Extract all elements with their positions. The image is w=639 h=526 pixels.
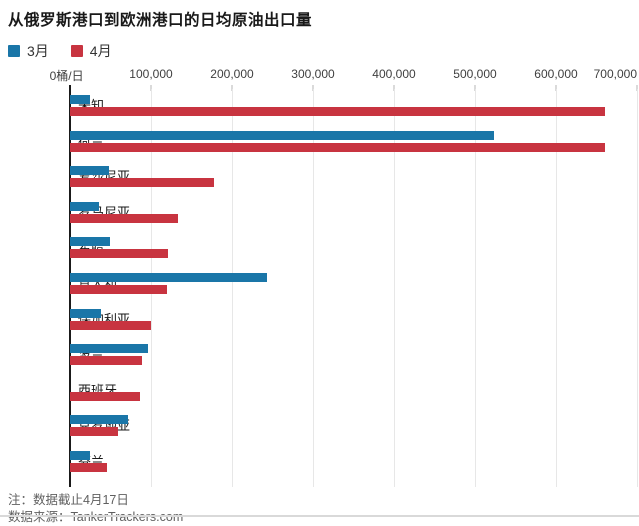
axis-tick-label: 700,000: [593, 67, 637, 81]
axis-zero-label: 0桶/日: [49, 69, 84, 83]
bar-april: [70, 178, 214, 188]
gridline: [313, 89, 314, 487]
gridline: [475, 89, 476, 487]
legend-label-april: 4月: [89, 43, 112, 59]
axis-tick-mark: [231, 85, 233, 91]
bar-march: [70, 344, 149, 354]
march-color-swatch: [8, 45, 20, 57]
bar-group: [70, 166, 639, 202]
axis-tick-label: 600,000: [534, 67, 578, 81]
bar-row: 克罗地亚: [70, 415, 639, 451]
bar-april: [70, 391, 140, 401]
bar-rows: 未知 荷兰 爱沙尼亚 罗马尼亚 希腊 意大利 保加利亚 波兰 西班牙 克罗地亚 芬兰: [70, 89, 639, 487]
bar-group: [70, 415, 639, 451]
x-axis: 0桶/日 100,000 200,000 300,000 400,000 500,000 6…: [50, 67, 638, 91]
axis-tick-label: 500,000: [453, 67, 497, 81]
bar-row: 西班牙: [70, 380, 639, 416]
bar-march: [70, 450, 90, 460]
bottom-divider: [0, 515, 639, 517]
april-color-swatch: [70, 45, 83, 57]
legend-item-march: 3月: [8, 41, 49, 61]
bar-april: [70, 320, 152, 330]
bar-row: 希腊: [70, 237, 639, 273]
axis-tick-mark: [636, 85, 638, 91]
bar-march: [70, 130, 495, 140]
axis-tick-mark: [150, 85, 152, 91]
bar-group: [70, 201, 639, 238]
bar-april: [70, 356, 142, 366]
bar-april: [70, 249, 169, 259]
bar-group: [70, 380, 639, 416]
gridline: [394, 89, 395, 487]
bar-row: 罗马尼亚: [70, 201, 639, 238]
bar-group: [70, 344, 639, 380]
axis-tick-mark: [393, 85, 395, 91]
bar-april: [70, 107, 605, 116]
bar-march: [70, 272, 267, 282]
data-source: 数据来源：TankerTrackers.com: [8, 509, 631, 526]
bar-april: [70, 427, 118, 437]
bar-april: [70, 213, 179, 223]
bar-march: [70, 95, 90, 104]
bar-march: [70, 237, 110, 247]
bar-march: [70, 308, 101, 318]
bar-march: [70, 201, 100, 211]
bar-group: [70, 308, 639, 345]
plot-area: 未知 荷兰 爱沙尼亚 罗马尼亚 希腊 意大利 保加利亚 波兰 西班牙 克罗地亚 芬兰: [0, 85, 639, 487]
bar-row: 未知: [70, 95, 639, 131]
footnote: 注：数据截止4月17日: [8, 493, 129, 507]
bar-row: 意大利: [70, 272, 639, 309]
bar-april: [70, 142, 605, 152]
gridline: [232, 89, 233, 487]
bar-group: [70, 450, 639, 487]
chart-title: 从俄罗斯港口到欧洲港口的日均原油出口量: [8, 12, 313, 29]
bar-group: [70, 130, 639, 167]
bar-april: [70, 462, 107, 472]
bar-march: [70, 415, 128, 425]
bar-row: 波兰: [70, 344, 639, 380]
axis-tick-label: 100,000: [129, 67, 173, 81]
legend-label-march: 3月: [27, 43, 49, 59]
bar-group: [70, 95, 639, 131]
bar-group: [70, 272, 639, 309]
bar-march: [70, 166, 110, 176]
axis-tick-label: 300,000: [291, 67, 335, 81]
axis-tick-label: 200,000: [210, 67, 254, 81]
bar-row: 保加利亚: [70, 308, 639, 345]
axis-tick-mark: [474, 85, 476, 91]
axis-tick-mark: [312, 85, 314, 91]
bar-group: [70, 237, 639, 273]
bar-row: 荷兰: [70, 130, 639, 167]
bar-row: 爱沙尼亚: [70, 166, 639, 202]
legend: 3月 4月: [0, 30, 639, 59]
axis-tick-mark: [555, 85, 557, 91]
axis-tick-label: 400,000: [372, 67, 416, 81]
gridline: [637, 89, 638, 487]
footer: 注：数据截止4月17日 数据来源：TankerTrackers.com: [0, 487, 639, 526]
legend-item-april: 4月: [70, 41, 112, 61]
gridline: [556, 89, 557, 487]
bar-row: 芬兰: [70, 450, 639, 487]
bar-april: [70, 284, 167, 294]
